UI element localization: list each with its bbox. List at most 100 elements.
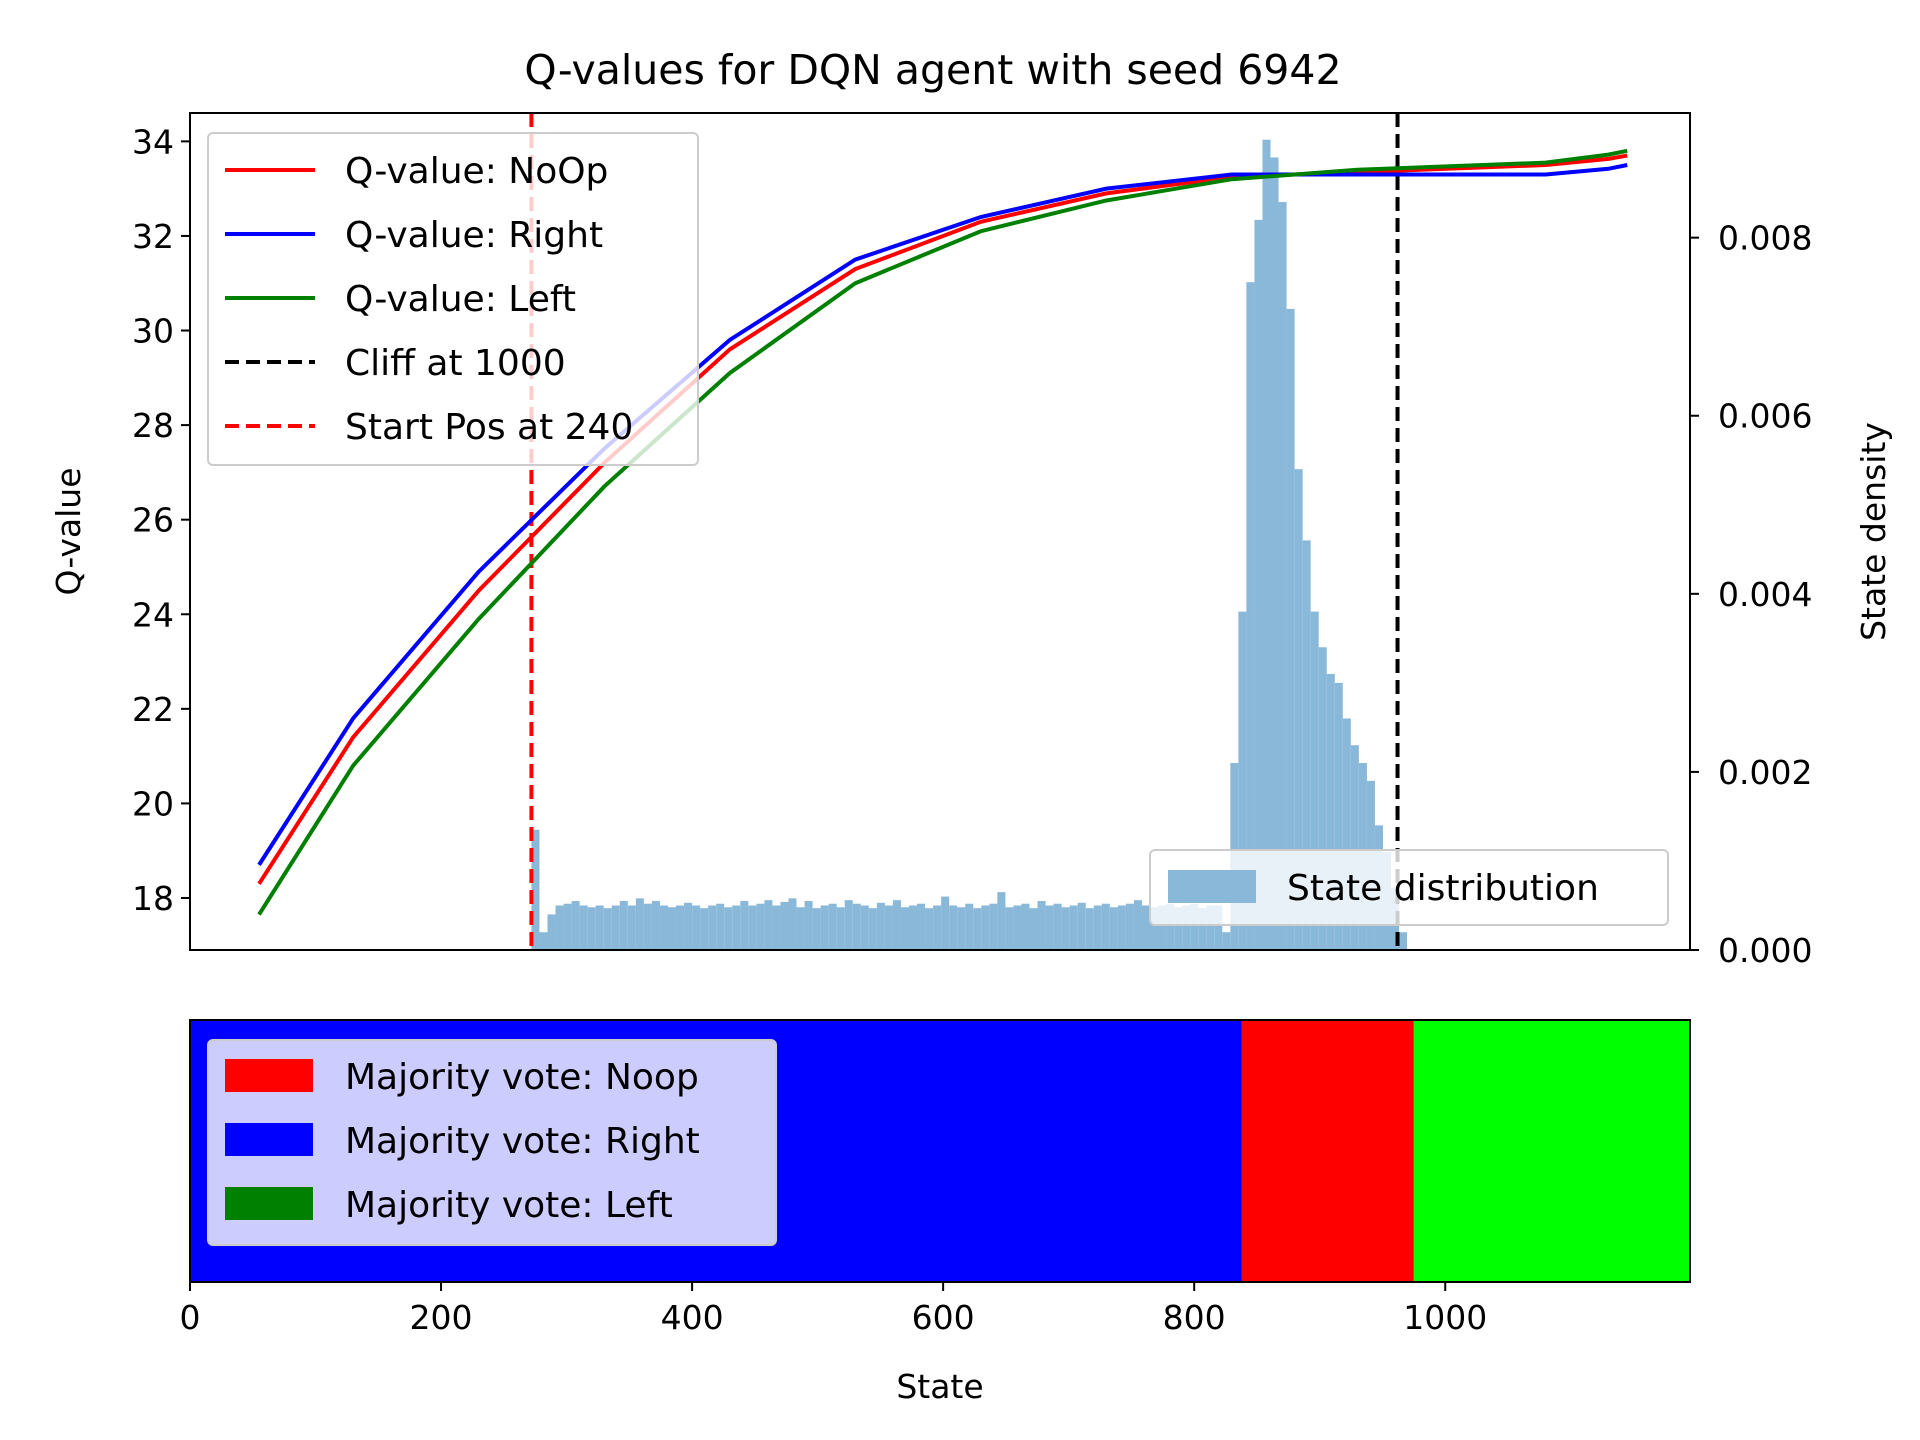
histogram-bar xyxy=(700,908,709,950)
legend-label: Majority vote: Left xyxy=(345,1185,673,1226)
histogram-bar xyxy=(1302,540,1311,950)
right-y-ticks: 0.000 0.002 0.004 0.006 0.008 xyxy=(1690,219,1812,970)
histogram-bar xyxy=(1182,905,1191,950)
legend-swatch xyxy=(225,1187,313,1220)
histogram-bar xyxy=(579,905,588,950)
histogram-bar xyxy=(933,905,942,950)
legend-swatch xyxy=(225,1059,313,1092)
histogram-bar xyxy=(1150,907,1159,950)
histogram-bar xyxy=(1061,907,1070,950)
bottom-plot: 0 200 400 600 800 1000 State Majority vote: N… xyxy=(180,1019,1691,1406)
series-line-right xyxy=(257,163,1628,866)
histogram-bar xyxy=(925,908,934,950)
x-tick-label: 0 xyxy=(180,1298,201,1337)
histogram-bar xyxy=(876,902,885,950)
histogram-bar xyxy=(635,898,644,950)
legend-label: Majority vote: Noop xyxy=(345,1057,699,1098)
histogram-bar xyxy=(1262,139,1271,950)
histogram-bar xyxy=(788,898,797,950)
legend-swatch xyxy=(1168,870,1256,903)
histogram-bar xyxy=(692,905,701,950)
histogram-bar xyxy=(973,908,982,950)
histogram-bar xyxy=(611,905,620,950)
histogram-bar xyxy=(1222,932,1231,950)
histogram-bar xyxy=(997,892,1006,950)
y2-tick-label: 0.004 xyxy=(1718,575,1812,614)
histogram-bar xyxy=(1005,907,1014,950)
histogram-bar xyxy=(981,905,990,950)
histogram-bar xyxy=(1310,611,1319,950)
histogram-bar xyxy=(965,903,974,950)
y2-tick-label: 0.002 xyxy=(1718,753,1812,792)
histogram-bar xyxy=(1294,469,1303,950)
histogram-bar xyxy=(619,901,628,950)
histogram-bar xyxy=(836,907,845,950)
chart-title: Q-values for DQN agent with seed 6942 xyxy=(524,46,1341,94)
histogram-bar xyxy=(1334,682,1343,950)
histogram-bar xyxy=(1350,745,1359,950)
histogram-bar xyxy=(724,907,733,950)
histogram-bar xyxy=(627,905,636,950)
x-tick-label: 600 xyxy=(912,1298,975,1337)
histogram-bar xyxy=(908,905,918,950)
histogram-bar xyxy=(555,905,564,950)
y2-axis-label: State density xyxy=(1854,422,1893,641)
y-tick-label: 24 xyxy=(132,595,174,634)
histogram-bar xyxy=(1093,905,1102,950)
series-line-left xyxy=(257,148,1628,916)
histogram-bar xyxy=(989,903,998,950)
y-tick-label: 22 xyxy=(132,690,174,729)
q-value-legend: Q-value: NoOp Q-value: Right Q-value: Left… xyxy=(207,132,699,466)
histogram-bar xyxy=(603,908,612,950)
histogram-bar xyxy=(1029,908,1038,950)
series-line-noop xyxy=(257,153,1628,885)
legend-label: Cliff at 1000 xyxy=(345,343,566,384)
histogram-bar xyxy=(1326,673,1335,950)
histogram-bar xyxy=(917,903,926,950)
histogram-bar xyxy=(1085,908,1094,950)
histogram-bar xyxy=(748,905,757,950)
histogram-bar xyxy=(772,905,781,950)
histogram-bar xyxy=(716,903,725,950)
y-tick-label: 26 xyxy=(132,501,174,540)
histogram-bar xyxy=(1399,932,1408,950)
histogram-bar xyxy=(651,901,660,950)
histogram-bar xyxy=(571,901,580,950)
x-tick-label: 800 xyxy=(1163,1298,1226,1337)
histogram-bar xyxy=(812,908,821,950)
y-tick-label: 30 xyxy=(132,312,174,351)
legend-box xyxy=(207,132,699,466)
histogram-legend: State distribution xyxy=(1149,849,1669,926)
histogram-bar xyxy=(860,905,869,950)
y2-tick-label: 0.000 xyxy=(1718,931,1812,970)
y2-tick-label: 0.008 xyxy=(1718,219,1812,258)
histogram-bar xyxy=(708,905,717,950)
histogram-bar xyxy=(740,901,749,950)
y-tick-label: 34 xyxy=(132,122,174,161)
histogram-bar xyxy=(1013,905,1022,950)
histogram-bar xyxy=(1021,903,1030,950)
histogram-bar xyxy=(868,908,877,950)
legend-swatch xyxy=(225,1123,313,1156)
histogram-bar xyxy=(1206,905,1215,950)
histogram-bar xyxy=(1109,907,1118,950)
histogram-bar xyxy=(884,905,893,950)
x-tick-label: 400 xyxy=(661,1298,724,1337)
histogram-bar xyxy=(1198,908,1207,950)
histogram-bar xyxy=(900,907,909,950)
histogram-bar xyxy=(1133,900,1142,950)
state-histogram xyxy=(531,139,1408,951)
histogram-bar xyxy=(643,903,652,950)
histogram-bar xyxy=(587,907,596,950)
legend-label: State distribution xyxy=(1287,868,1599,909)
histogram-bar xyxy=(1117,905,1126,950)
histogram-bar xyxy=(1053,903,1062,950)
histogram-bar xyxy=(531,829,540,950)
histogram-bar xyxy=(1270,157,1279,951)
histogram-bar xyxy=(1278,202,1287,951)
bottom-plot-frame xyxy=(189,1019,1691,1283)
histogram-bar xyxy=(1077,902,1086,950)
histogram-bar xyxy=(796,907,805,950)
